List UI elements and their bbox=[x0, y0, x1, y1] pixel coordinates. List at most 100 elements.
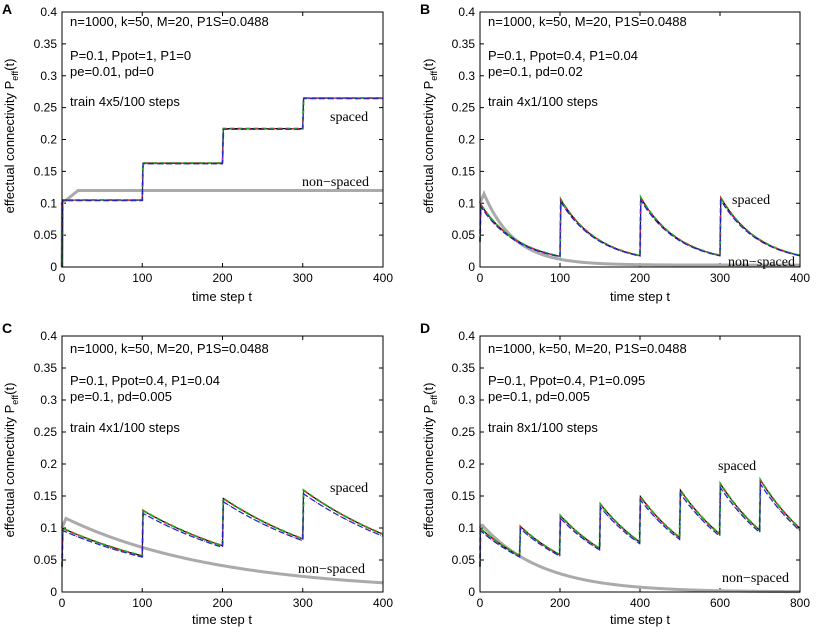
plot-area bbox=[60, 488, 384, 585]
y-tick-label: 0.25 bbox=[452, 101, 476, 115]
non-spaced-label: non−spaced bbox=[302, 175, 369, 190]
x-tick-label: 600 bbox=[710, 596, 730, 610]
train-label: train 8x1/100 steps bbox=[488, 420, 598, 435]
y-axis-label: effectual connectivity Peff(t) bbox=[2, 59, 20, 214]
y-tick-label: 0.05 bbox=[452, 228, 476, 242]
x-axis-label: time step t bbox=[192, 612, 252, 627]
panel-letter: B bbox=[420, 1, 430, 17]
y-tick-label: 0.2 bbox=[40, 457, 57, 471]
y-tick-label: 0 bbox=[50, 260, 57, 274]
y-tick-label: 0.3 bbox=[40, 69, 57, 83]
y-tick-label: 0.2 bbox=[40, 133, 57, 147]
params-line-2: P=0.1, Ppot=0.4, P1=0.04 bbox=[70, 373, 220, 388]
params-line-2: P=0.1, Ppot=0.4, P1=0.04 bbox=[488, 48, 638, 63]
x-tick-label: 200 bbox=[550, 596, 570, 610]
axes-frame bbox=[479, 335, 801, 593]
x-tick-label: 200 bbox=[212, 271, 232, 285]
tick-labels: 0 0.05 0.1 0.15 0.2 0.25 0.3 0.35 0.4 0 100 200 300 4… bbox=[34, 5, 394, 285]
y-tick-label: 0 bbox=[468, 260, 475, 274]
x-tick-label: 400 bbox=[790, 271, 810, 285]
spaced-label: spaced bbox=[330, 110, 368, 125]
y-tick-label: 0.1 bbox=[458, 521, 475, 535]
y-axis-label: effectual connectivity Peff(t) bbox=[421, 383, 439, 538]
y-tick-label: 0.15 bbox=[452, 164, 476, 178]
axes-frame bbox=[479, 11, 801, 268]
train-label: train 4x1/100 steps bbox=[488, 94, 598, 109]
x-tick-label: 400 bbox=[630, 596, 650, 610]
y-tick-label: 0.15 bbox=[34, 489, 58, 503]
axes-frame bbox=[61, 11, 384, 268]
y-axis-label: effectual connectivity Peff(t) bbox=[2, 383, 20, 538]
params-line-1: n=1000, k=50, M=20, P1S=0.0488 bbox=[488, 341, 687, 356]
panel-d: D effectual connectivity Peff(t) time st… bbox=[420, 320, 810, 627]
params-line-1: n=1000, k=50, M=20, P1S=0.0488 bbox=[70, 341, 269, 356]
plot-area bbox=[478, 476, 801, 594]
spaced-series-line-blue bbox=[479, 481, 800, 568]
y-tick-label: 0.35 bbox=[452, 37, 476, 51]
params-line-3: pe=0.1, pd=0.005 bbox=[70, 389, 172, 404]
x-tick-label: 0 bbox=[477, 596, 484, 610]
x-tick-label: 0 bbox=[59, 271, 66, 285]
y-tick-label: 0.3 bbox=[458, 393, 475, 407]
params-line-2: P=0.1, Ppot=1, P1=0 bbox=[70, 48, 191, 63]
y-tick-label: 0.3 bbox=[40, 393, 57, 407]
y-tick-label: 0.1 bbox=[458, 196, 475, 210]
panel-letter: D bbox=[420, 320, 430, 336]
non-spaced-label: non−spaced bbox=[722, 571, 789, 586]
spaced-label: spaced bbox=[330, 481, 368, 496]
y-tick-label: 0.25 bbox=[34, 425, 58, 439]
params-line-2: P=0.1, Ppot=0.4, P1=0.095 bbox=[488, 373, 645, 388]
panel-a: A effectual connectivity Peff(t) time st… bbox=[2, 1, 393, 304]
y-tick-label: 0.05 bbox=[34, 553, 58, 567]
x-tick-label: 400 bbox=[373, 596, 393, 610]
y-tick-label: 0 bbox=[50, 585, 57, 599]
x-tick-label: 800 bbox=[790, 596, 810, 610]
y-tick-label: 0.15 bbox=[34, 164, 58, 178]
x-axis-label: time step t bbox=[610, 612, 670, 627]
non-spaced-label: non−spaced bbox=[728, 255, 795, 270]
y-tick-label: 0 bbox=[468, 585, 475, 599]
y-axis-label: effectual connectivity Peff(t) bbox=[421, 59, 439, 214]
non-spaced-series-line bbox=[478, 189, 800, 267]
spaced-series-line-blue bbox=[61, 492, 384, 568]
y-tick-label: 0.25 bbox=[452, 425, 476, 439]
tick-labels: 0 0.05 0.1 0.15 0.2 0.25 0.3 0.35 0.4 0 100 200 300 4… bbox=[34, 329, 394, 610]
params-line-3: pe=0.1, pd=0.005 bbox=[488, 389, 590, 404]
non-spaced-series-line bbox=[478, 523, 800, 594]
tick-labels: 0 0.05 0.1 0.15 0.2 0.25 0.3 0.35 0.4 0 200 400 600 8… bbox=[452, 329, 811, 610]
train-label: train 4x5/100 steps bbox=[70, 94, 180, 109]
y-tick-label: 0.4 bbox=[458, 329, 475, 343]
y-tick-label: 0.05 bbox=[452, 553, 476, 567]
y-tick-label: 0.2 bbox=[458, 133, 475, 147]
y-tick-label: 0.35 bbox=[452, 361, 476, 375]
y-tick-label: 0.35 bbox=[34, 37, 58, 51]
y-tick-label: 0.15 bbox=[452, 489, 476, 503]
x-tick-label: 300 bbox=[293, 271, 313, 285]
x-tick-label: 0 bbox=[59, 596, 66, 610]
params-line-3: pe=0.01, pd=0 bbox=[70, 64, 154, 79]
params-line-1: n=1000, k=50, M=20, P1S=0.0488 bbox=[70, 14, 269, 29]
non-spaced-series-line bbox=[60, 516, 384, 585]
x-tick-label: 200 bbox=[630, 271, 650, 285]
spaced-series-line-blue bbox=[479, 197, 801, 258]
plot-area bbox=[478, 189, 801, 267]
spaced-label: spaced bbox=[718, 459, 756, 474]
y-tick-label: 0.1 bbox=[40, 521, 57, 535]
y-tick-label: 0.25 bbox=[34, 101, 58, 115]
y-tick-label: 0.4 bbox=[40, 329, 57, 343]
panel-letter: C bbox=[2, 320, 12, 336]
x-tick-label: 400 bbox=[373, 271, 393, 285]
x-tick-label: 200 bbox=[212, 596, 232, 610]
x-tick-label: 300 bbox=[710, 271, 730, 285]
x-axis-label: time step t bbox=[610, 289, 670, 304]
x-tick-label: 100 bbox=[132, 271, 152, 285]
y-tick-label: 0.3 bbox=[458, 69, 475, 83]
x-tick-label: 300 bbox=[293, 596, 313, 610]
panel-letter: A bbox=[2, 1, 12, 17]
non-spaced-series-line bbox=[60, 189, 383, 268]
non-spaced-label: non−spaced bbox=[298, 562, 365, 577]
x-tick-label: 100 bbox=[550, 271, 570, 285]
train-label: train 4x1/100 steps bbox=[70, 420, 180, 435]
panel-b: B effectual connectivity Peff(t) time st… bbox=[420, 1, 810, 304]
y-tick-label: 0.05 bbox=[34, 228, 58, 242]
